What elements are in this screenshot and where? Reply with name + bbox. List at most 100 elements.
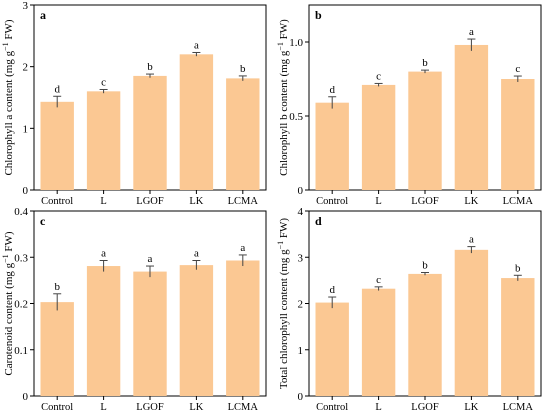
significance-letter: b — [54, 281, 60, 293]
significance-letter: a — [469, 234, 474, 246]
significance-letter: a — [240, 242, 245, 254]
x-tick-label: LK — [464, 196, 478, 207]
y-tick-label: 2 — [298, 299, 304, 311]
x-tick-label: LGOF — [136, 402, 164, 412]
bar — [408, 273, 442, 396]
y-axis-label-unit: FW) — [3, 19, 15, 42]
significance-letter: a — [148, 253, 153, 265]
x-tick-label: L — [375, 402, 381, 412]
y-tick-label: 0 — [23, 391, 29, 403]
bar — [501, 79, 535, 190]
significance-letter: a — [469, 26, 474, 38]
y-axis-label-superscript: −1 — [276, 42, 285, 51]
significance-letter: b — [147, 61, 153, 73]
y-tick-label: 4 — [298, 206, 304, 218]
panel-letter: c — [40, 214, 46, 228]
y-axis-label-main: Chlorophyll a content (mg g — [3, 50, 15, 175]
chart-c: 0 0.1 0.2 0.3 0.4 b Control a La LGOF a LK a LCMA c Car… — [1, 206, 267, 412]
significance-letter: d — [329, 84, 335, 96]
significance-letter: b — [422, 57, 428, 69]
significance-letter: b — [515, 262, 521, 274]
y-axis-label-superscript: −1 — [1, 254, 10, 263]
y-axis-label-unit: FW) — [278, 19, 290, 42]
bar — [133, 75, 167, 190]
y-axis-label: Carotenoid content (mg g−1 FW) — [1, 231, 15, 376]
bar — [226, 78, 260, 190]
y-tick-label: 0 — [23, 185, 29, 197]
y-tick-label: 3 — [23, 0, 29, 12]
x-tick-label: Control — [316, 402, 348, 412]
y-tick-label: 0.5 — [289, 111, 303, 123]
bar — [408, 71, 442, 190]
y-axis-label-unit: FW) — [278, 218, 290, 241]
chart-b: 0 0.5 1.0 d Control c Lb LGOF a LK c LCMA b Chlorophy… — [276, 4, 542, 207]
bar — [501, 278, 535, 396]
y-axis-label-superscript: −1 — [1, 42, 10, 51]
y-tick-label: 1 — [23, 123, 29, 135]
significance-letter: c — [376, 274, 381, 286]
bar — [40, 101, 74, 190]
panel-letter: b — [315, 8, 322, 22]
significance-letter: a — [194, 247, 199, 259]
y-tick-label: 0 — [298, 185, 304, 197]
y-axis-label-main: Total chlorophyll content (mg g — [278, 249, 290, 389]
bar — [40, 302, 74, 396]
significance-letter: c — [515, 63, 520, 75]
bar — [315, 102, 349, 190]
panel-letter: a — [40, 8, 46, 22]
bar — [361, 84, 396, 190]
x-tick-label: LCMA — [503, 196, 534, 207]
y-tick-label: 1 — [298, 345, 304, 357]
x-tick-label: L — [100, 196, 106, 207]
x-tick-label: LK — [189, 402, 203, 412]
y-axis-label: Chlorophyll b content (mg g−1 FW) — [276, 19, 290, 176]
significance-letter: a — [101, 247, 106, 259]
y-axis-label-superscript: −1 — [276, 241, 285, 250]
y-tick-label: 1.0 — [289, 37, 303, 49]
x-tick-label: L — [100, 402, 106, 412]
y-tick-label: 0.4 — [14, 206, 28, 218]
x-tick-label: LGOF — [411, 196, 439, 207]
x-tick-label: LGOF — [136, 196, 164, 207]
bar — [226, 260, 260, 396]
y-tick-label: 2 — [23, 62, 29, 74]
y-tick-label: 3 — [298, 252, 304, 264]
x-tick-label: Control — [316, 196, 348, 207]
bar — [133, 271, 167, 396]
x-tick-label: Control — [41, 402, 73, 412]
bar — [315, 302, 349, 396]
y-axis-label-unit: FW) — [3, 231, 15, 254]
y-tick-label: 0.2 — [14, 299, 28, 311]
y-axis-label-main: Chlorophyll b content (mg g — [278, 50, 290, 176]
x-tick-label: LCMA — [228, 402, 259, 412]
y-tick-label: 0.3 — [14, 252, 28, 264]
y-axis-label-main: Carotenoid content (mg g — [3, 262, 15, 375]
significance-letter: b — [422, 260, 428, 272]
bar — [454, 44, 489, 191]
bar — [454, 249, 489, 396]
panel-letter: d — [315, 214, 322, 228]
significance-letter: c — [376, 70, 381, 82]
bar — [361, 288, 396, 396]
bar — [86, 266, 121, 396]
significance-letter: d — [329, 284, 335, 296]
x-tick-label: LCMA — [228, 196, 259, 207]
x-tick-label: LK — [464, 402, 478, 412]
bar — [86, 91, 121, 190]
x-tick-label: L — [375, 196, 381, 207]
x-tick-label: LK — [189, 196, 203, 207]
x-tick-label: Control — [41, 196, 73, 207]
y-tick-label: 0.1 — [14, 345, 28, 357]
significance-letter: b — [240, 63, 246, 75]
significance-letter: c — [101, 76, 106, 88]
y-tick-label: 0 — [298, 391, 304, 403]
x-tick-label: LGOF — [411, 402, 439, 412]
bar — [179, 54, 214, 191]
y-axis-label: Total chlorophyll content (mg g−1 FW) — [276, 218, 290, 390]
